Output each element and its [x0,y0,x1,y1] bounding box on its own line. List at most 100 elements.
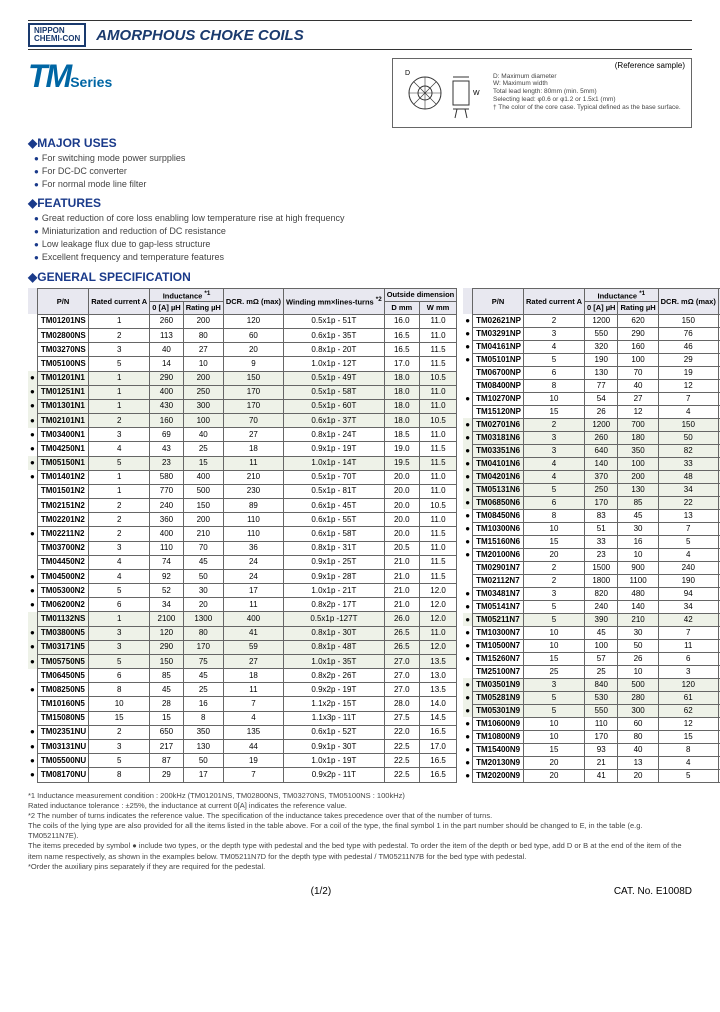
cell-lr: 210 [618,613,658,626]
cell-d: 27.0 [384,669,419,683]
cell-d: 21.0 [384,598,419,612]
cell-lr: 1300 [183,612,223,626]
cell-pn: TM20130N9 [473,756,524,769]
cell-dcr: 17 [223,584,283,598]
cell-lr: 130 [183,739,223,753]
cell-winding: 1.0x1p - 21T [284,584,385,598]
cell-winding: 1.0x1p - 14T [284,456,385,470]
row-marker: ● [28,414,37,428]
cell-rated: 20 [524,756,585,769]
cell-winding: 0.8x1p - 48T [284,640,385,654]
cell-dcr: 190 [658,574,718,587]
cell-dcr: 82 [658,444,718,457]
cell-rated: 5 [89,357,150,371]
cell-l0: 120 [150,626,184,640]
row-marker [28,329,37,343]
cell-l0: 400 [150,385,184,399]
cell-l0: 69 [150,428,184,442]
page-number: (1/2) [311,886,332,897]
cell-lr: 620 [618,314,658,327]
cell-l0: 54 [584,392,618,405]
cell-w: 13.5 [419,683,456,697]
row-marker: ● [28,399,37,413]
cell-lr: 50 [618,639,658,652]
cell-rated: 1 [89,314,150,328]
cell-dcr: 11 [223,598,283,612]
cell-w: 13.5 [419,654,456,668]
cell-lr: 300 [183,399,223,413]
cell-winding: 0.8x1p - 31T [284,541,385,555]
cell-dcr: 11 [223,456,283,470]
row-marker: ● [28,725,37,739]
cell-lr: 70 [618,366,658,379]
row-marker: ● [28,626,37,640]
cell-w: 11.5 [419,456,456,470]
cell-pn: TM03800N5 [37,626,88,640]
table-row: ●TM04161NP4320160460.9x1p - 39T25.016.5 [463,340,720,353]
cell-dcr: 33 [658,457,718,470]
cell-lr: 12 [618,405,658,418]
row-marker [28,555,37,569]
cell-l0: 51 [584,522,618,535]
cell-lr: 350 [183,725,223,739]
cell-pn: TM20100N6 [473,548,524,561]
cell-rated: 5 [89,584,150,598]
table-row: TM01501N217705002300.5x1p - 81T20.011.0 [28,484,457,498]
cell-w: 11.5 [419,442,456,456]
row-marker: ● [28,598,37,612]
cell-pn: TM05500NU [37,754,88,768]
cell-pn: TM01251N1 [37,385,88,399]
row-marker: ● [463,353,472,366]
cell-l0: 21 [584,756,618,769]
cell-dcr: 7 [223,697,283,711]
cell-lr: 40 [618,743,658,756]
cell-dcr: 120 [658,678,718,691]
cell-lr: 500 [183,484,223,498]
cell-rated: 4 [89,442,150,456]
cell-lr: 10 [618,548,658,561]
row-marker: ● [463,678,472,691]
cell-dcr: 94 [658,587,718,600]
row-marker [463,366,472,379]
cell-pn: TM04101N6 [473,457,524,470]
cell-l0: 33 [584,535,618,548]
cell-lr: 40 [183,428,223,442]
cell-lr: 50 [183,569,223,583]
cell-pn: TM08170NU [37,768,88,783]
cell-lr: 100 [618,457,658,470]
cell-rated: 10 [524,717,585,730]
cell-rated: 3 [89,343,150,357]
cell-dcr: 150 [658,418,718,431]
cell-pn: TM10160N5 [37,697,88,711]
cell-lr: 160 [618,340,658,353]
cell-dcr: 3 [658,665,718,678]
logo-line2: CHEMI-CON [34,35,80,43]
cell-lr: 27 [183,343,223,357]
cell-w: 10.5 [419,371,456,385]
table-row: TM03270NS34027200.8x1p - 20T16.511.5 [28,343,457,357]
cell-dcr: 11 [223,683,283,697]
cell-rated: 6 [524,366,585,379]
cell-rated: 10 [524,522,585,535]
table-row: ●TM02351NU26503501350.6x1p - 52T22.016.5 [28,725,457,739]
cell-winding: 0.8x1p - 24T [284,428,385,442]
cell-dcr: 24 [223,555,283,569]
row-marker: ● [463,392,472,405]
table-row: ●TM03291NP3550290760.8x1p - 51T24.516.0 [463,327,720,340]
cell-rated: 15 [89,711,150,725]
table-row: TM25100N725251031.6x2p - 10T35.519.0 [463,665,720,678]
cell-dcr: 7 [658,626,718,639]
cell-lr: 17 [183,768,223,783]
table-row: ●TM05301N95550300621.0x1p - 51T39.519.0 [463,704,720,717]
cell-d: 21.0 [384,569,419,583]
cell-dcr: 19 [223,754,283,768]
cell-dcr: 19 [658,366,718,379]
cell-l0: 390 [584,613,618,626]
cell-winding: 0.6x1p - 55T [284,513,385,527]
cell-rated: 1 [89,371,150,385]
row-marker: ● [28,754,37,768]
cell-lr: 85 [618,496,658,509]
cell-dcr: 240 [658,561,718,574]
cell-lr: 100 [183,414,223,428]
cell-d: 28.0 [384,697,419,711]
